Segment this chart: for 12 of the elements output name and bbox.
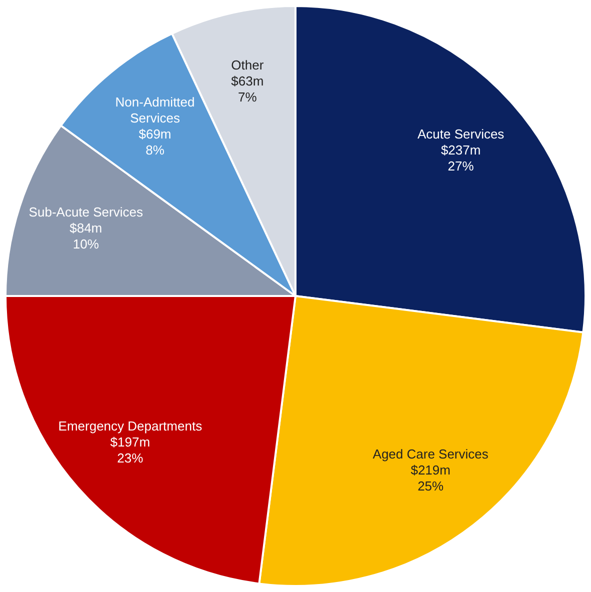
data-label: $69m 8% [138, 126, 172, 158]
data-label: $219m 25% [410, 462, 450, 494]
slice-label: Non-Admitted Services [115, 94, 195, 126]
slice-label: Acute Services [417, 126, 505, 142]
data-label: $84m 10% [70, 220, 102, 252]
data-label: $197m 23% [110, 434, 150, 466]
slice-label: Sub-Acute Services [28, 204, 144, 220]
slice-label: Other [231, 57, 264, 72]
slice-label: Aged Care Services [372, 446, 489, 462]
data-label: $63m 7% [231, 73, 264, 104]
slice-label: Emergency Departments [58, 418, 203, 434]
data-label: $237m 27% [440, 142, 481, 174]
